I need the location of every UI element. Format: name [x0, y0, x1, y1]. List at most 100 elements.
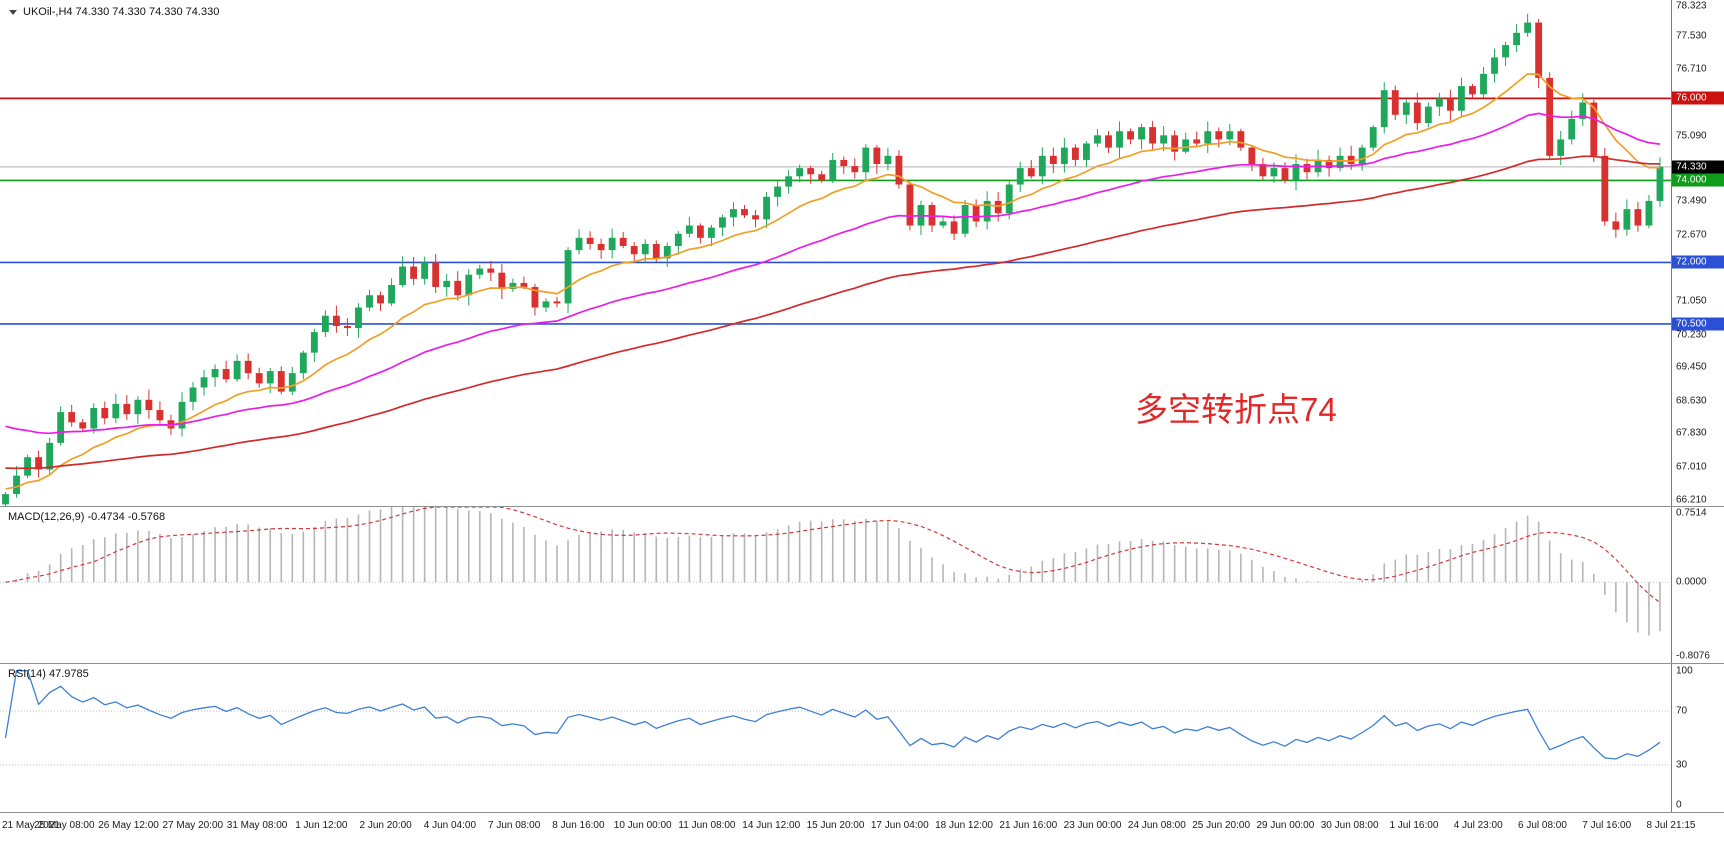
- candle: [1270, 168, 1278, 177]
- time-axis-label: 27 May 20:00: [162, 820, 224, 831]
- candle: [399, 266, 407, 285]
- rsi-axis-label: 0: [1676, 799, 1682, 811]
- candle: [807, 168, 815, 175]
- price-axis[interactable]: 78.323 77.530 76.710 75.090 73.490 72.670 71.0…: [1671, 0, 1724, 812]
- candle: [1116, 131, 1123, 148]
- rsi-canvas[interactable]: [0, 664, 1671, 812]
- macd-axis-label: 0.0000: [1676, 576, 1707, 588]
- candle: [619, 237, 627, 247]
- candle: [388, 284, 395, 304]
- time-axis-label: 11 Jun 08:00: [678, 820, 736, 831]
- candle: [288, 373, 296, 392]
- candle: [597, 243, 605, 251]
- candle: [1656, 166, 1664, 201]
- candle: [1424, 106, 1432, 124]
- candle: [498, 272, 506, 290]
- candle: [630, 246, 638, 255]
- price-tick-label: 78.323: [1676, 0, 1707, 12]
- candle: [1049, 155, 1057, 165]
- candle: [332, 315, 340, 326]
- candle: [884, 155, 892, 165]
- symbol-dropdown-triangle-icon[interactable]: [9, 9, 17, 15]
- candle: [211, 369, 219, 378]
- candle: [1127, 131, 1134, 140]
- candle: [862, 147, 870, 173]
- time-axis-label: 4 Jul 23:00: [1453, 820, 1503, 831]
- time-axis-label: 1 Jul 16:00: [1389, 820, 1439, 831]
- rsi-label: RSI(14) 47.9785: [8, 668, 89, 680]
- level-price-label: 76.000: [1672, 91, 1724, 105]
- macd-label: MACD(12,26,9) -0.4734 -0.5768: [8, 511, 166, 523]
- candle: [1513, 32, 1521, 46]
- time-axis-label: 14 Jun 12:00: [742, 820, 801, 831]
- candle: [1568, 118, 1576, 140]
- candle: [1281, 168, 1289, 181]
- candle: [906, 184, 914, 226]
- candle: [321, 315, 329, 333]
- candle: [1248, 147, 1256, 165]
- candle: [1391, 90, 1399, 115]
- candle: [366, 295, 373, 308]
- time-axis[interactable]: 21 May 2021 25 May 08:00 26 May 12:00 27 Ma…: [0, 813, 1724, 841]
- price-chart-canvas[interactable]: [0, 0, 1671, 506]
- candle: [487, 268, 495, 273]
- price-tick-label: 67.010: [1676, 461, 1707, 473]
- chart-title: UKOil-,H4 74.330 74.330 74.330 74.330: [9, 6, 219, 18]
- candle: [1480, 73, 1487, 95]
- level-price-label: 74.000: [1672, 173, 1724, 187]
- candle: [663, 246, 671, 259]
- candle: [696, 225, 704, 238]
- price-tick-label: 72.670: [1676, 229, 1707, 241]
- macd-canvas[interactable]: [0, 507, 1671, 663]
- time-axis-label: 23 Jun 00:00: [1063, 820, 1122, 831]
- candle: [145, 399, 153, 411]
- candle: [178, 401, 186, 429]
- price-tick-label: 66.210: [1676, 494, 1707, 506]
- rsi-axis-label: 30: [1676, 759, 1688, 771]
- level-price-label: 72.000: [1672, 255, 1724, 269]
- candle: [233, 360, 241, 380]
- time-axis-label: 21 Jun 16:00: [999, 820, 1058, 831]
- rsi-panel-separator[interactable]: [0, 663, 1724, 664]
- candle: [421, 262, 429, 279]
- candle: [1005, 184, 1013, 214]
- candle: [465, 274, 473, 296]
- candle: [1336, 155, 1344, 169]
- candle: [1303, 164, 1311, 173]
- time-axis-label: 7 Jul 16:00: [1582, 820, 1632, 831]
- candle: [939, 221, 947, 226]
- candle: [1535, 22, 1543, 78]
- candle: [829, 159, 837, 181]
- macd-signal-line: [5, 507, 1661, 604]
- candle: [46, 442, 54, 470]
- time-axis-separator: [0, 812, 1724, 813]
- candle: [1094, 135, 1101, 144]
- candle: [542, 301, 550, 308]
- candle: [608, 237, 616, 251]
- candle: [983, 200, 991, 222]
- macd-panel-separator[interactable]: [0, 506, 1724, 507]
- candle: [1502, 45, 1509, 58]
- candle: [310, 332, 318, 353]
- current-price-label: 74.330: [1672, 160, 1724, 174]
- candle: [707, 227, 715, 238]
- candle: [1524, 22, 1532, 33]
- candle: [873, 147, 881, 165]
- candle: [641, 243, 649, 255]
- candle: [1105, 135, 1112, 148]
- candle: [1579, 102, 1587, 119]
- candle: [840, 159, 848, 167]
- chart-annotation-text[interactable]: 多空转折点74: [1135, 391, 1337, 428]
- candle: [1623, 209, 1631, 230]
- candle: [476, 268, 484, 275]
- candle: [586, 237, 594, 244]
- macd-axis-label: 0.7514: [1676, 507, 1707, 519]
- candle: [1149, 127, 1157, 144]
- candle: [2, 494, 9, 505]
- candle: [1590, 102, 1598, 156]
- time-axis-label: 25 May 08:00: [33, 820, 95, 831]
- candle: [1083, 143, 1090, 160]
- candle: [13, 475, 20, 495]
- candle: [1634, 209, 1642, 226]
- candle: [410, 266, 418, 279]
